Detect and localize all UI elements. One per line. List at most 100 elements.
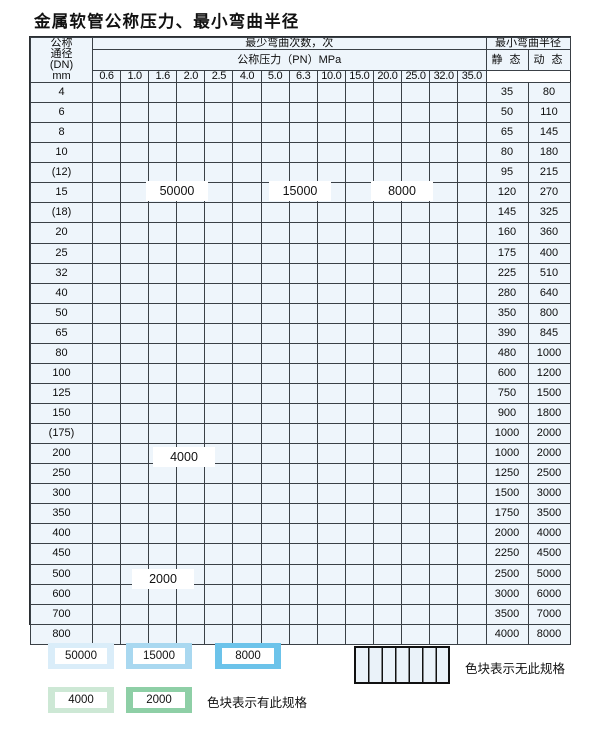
cell-spec-4000: [204, 423, 234, 445]
cell-no-spec: [429, 583, 459, 605]
table-row: 250 1250 2500: [30, 463, 571, 485]
legend-swatch-2000: 2000: [126, 687, 192, 713]
cell-no-spec: [429, 122, 459, 144]
cell-no-spec: [260, 402, 290, 425]
cell-no-spec: [204, 603, 234, 625]
cell-dynamic-radius: 1000: [527, 342, 571, 364]
cell-spec-50000: [176, 202, 206, 224]
table-row: 25 175 400: [30, 242, 571, 264]
cell-spec-4000: [204, 402, 234, 425]
cell-spec-50000: [91, 142, 122, 164]
cell-spec-15000: [288, 202, 318, 224]
cell-spec-2000: [148, 503, 178, 525]
cell-spec-50000: [204, 242, 234, 264]
table-row: 32 225 510: [30, 262, 571, 284]
cell-spec-4000: [176, 382, 206, 405]
cell-no-spec: [401, 523, 431, 545]
table-row: (175) 1000 2000: [30, 423, 571, 445]
cell-no-spec: [372, 523, 403, 545]
cell-no-spec: [457, 503, 487, 525]
cell-spec-50000: [148, 162, 178, 184]
cell-spec-50000: [148, 222, 178, 244]
cell-no-spec: [344, 423, 374, 445]
cell-no-spec: [260, 423, 290, 445]
cell-spec-50000: [120, 282, 150, 304]
legend-swatch-15000: 15000: [126, 643, 192, 669]
cell-dn: 150: [30, 402, 93, 425]
cell-spec-50000: [176, 222, 206, 244]
cell-spec-15000: [232, 142, 262, 164]
cell-dn: 65: [30, 322, 93, 344]
cell-spec-2000: [204, 543, 234, 565]
cell-no-spec: [401, 543, 431, 565]
cell-dynamic-radius: 2000: [527, 423, 571, 445]
cell-no-spec: [288, 523, 318, 545]
cell-spec-2000: [91, 603, 122, 625]
header-dn-line-2: (DN): [49, 59, 74, 71]
cell-no-spec: [401, 282, 431, 304]
header-pressure-35.0: 35.0: [457, 70, 487, 83]
cell-no-spec: [288, 503, 318, 525]
cell-no-spec: [204, 583, 234, 605]
cell-no-spec: [316, 483, 346, 505]
cell-spec-15000: [260, 162, 290, 184]
header-pressure: 公称压力（PN）MPa: [92, 49, 487, 71]
cell-static-radius: 2500: [485, 563, 529, 585]
cell-spec-8000: [344, 242, 374, 264]
cell-dynamic-radius: 1500: [527, 382, 571, 405]
cell-dn: 500: [30, 563, 93, 585]
cell-no-spec: [316, 362, 346, 384]
cell-spec-15000: [288, 262, 318, 284]
cell-spec-2000: [120, 583, 150, 605]
cell-static-radius: 50: [485, 102, 529, 124]
cell-spec-15000: [288, 142, 318, 164]
cell-no-spec: [288, 623, 318, 646]
cell-dn: 125: [30, 382, 93, 405]
cell-spec-15000: [204, 322, 234, 344]
legend-swatch-label: 50000: [55, 648, 107, 664]
cell-no-spec: [401, 322, 431, 344]
header-dn-line-0: 公称: [50, 37, 73, 49]
cell-spec-8000: [344, 81, 374, 104]
cell-spec-50000: [204, 162, 234, 184]
cell-dn: (175): [30, 423, 93, 445]
cell-spec-50000: [120, 242, 150, 264]
cell-no-spec: [401, 603, 431, 625]
cell-static-radius: 3500: [485, 603, 529, 625]
cell-spec-2000: [176, 503, 206, 525]
cell-no-spec: [429, 523, 459, 545]
cell-no-spec: [232, 543, 262, 565]
table-row: 125 750 1500: [30, 382, 571, 405]
cell-no-spec: [344, 563, 374, 585]
cell-spec-8000: [344, 142, 374, 164]
cell-spec-4000: [120, 362, 150, 384]
cell-no-spec: [401, 362, 431, 384]
cell-static-radius: 1750: [485, 503, 529, 525]
cell-no-spec: [344, 503, 374, 525]
cell-spec-15000: [260, 142, 290, 164]
cell-dn: 200: [30, 443, 93, 465]
cell-no-spec: [457, 242, 487, 264]
cell-spec-50000: [204, 102, 234, 124]
table-row: 6 50 110: [30, 102, 571, 124]
cell-no-spec: [401, 583, 431, 605]
cell-no-spec: [429, 222, 459, 244]
cell-spec-50000: [148, 122, 178, 144]
cell-no-spec: [288, 583, 318, 605]
cell-dn: 25: [30, 242, 93, 264]
cell-spec-50000: [176, 102, 206, 124]
cell-spec-50000: [91, 162, 122, 184]
cell-spec-8000: [401, 122, 431, 144]
cell-spec-4000: [232, 362, 262, 384]
cell-dynamic-radius: 325: [527, 202, 571, 224]
cell-no-spec: [344, 302, 374, 324]
cell-no-spec: [372, 443, 403, 465]
overlay-chip-2000: 2000: [132, 569, 194, 589]
cell-spec-50000: [91, 342, 122, 364]
cell-spec-50000: [176, 282, 206, 304]
cell-no-spec: [457, 302, 487, 324]
cell-spec-50000: [120, 202, 150, 224]
cell-dn: 6: [30, 102, 93, 124]
cell-no-spec: [344, 382, 374, 405]
header-pressure-1.6: 1.6: [148, 70, 178, 83]
